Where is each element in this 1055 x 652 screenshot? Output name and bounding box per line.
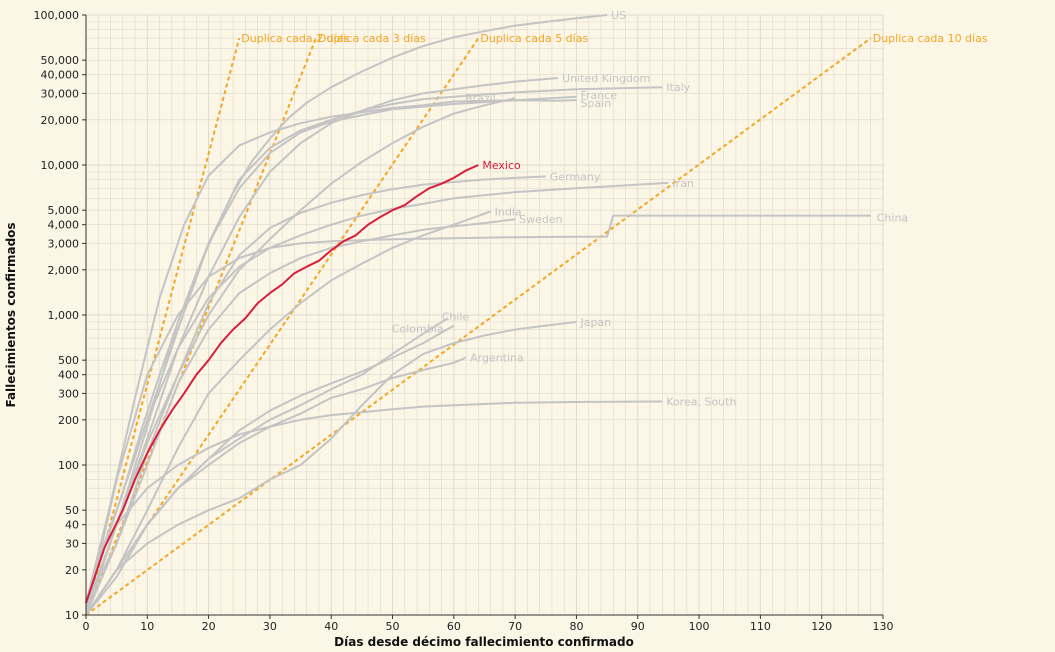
series-label-sweden: Sweden [519,213,562,226]
y-tick-label: 300 [58,387,79,400]
series-label-colombia: Colombia [392,323,444,336]
series-label-iran: Iran [672,177,694,190]
series-label-spain: Spain [580,97,611,110]
y-tick-label: 50,000 [41,54,80,67]
x-axis-title: Días desde décimo fallecimiento confirma… [334,635,634,649]
x-tick-label: 0 [83,620,90,633]
series-label-japan: Japan [579,316,611,329]
reference-lines [85,37,872,616]
y-tick-label: 5,000 [48,204,80,217]
x-tick-label: 70 [508,620,522,633]
axes: 0 10 20 30 40 50 60 70 80 90 100 110 120 130 10 20 30 40 5… [34,9,894,633]
y-tick-label: 40,000 [41,69,80,82]
series-line-brazil [85,97,516,610]
x-tick-label: 90 [631,620,645,633]
reference-line-3-days [85,37,317,616]
series-line-sweden [85,218,516,616]
y-tick-label: 20 [65,564,79,577]
reference-line-10-days [85,37,872,616]
y-tick-label: 30,000 [41,87,80,100]
grid [85,14,884,616]
series-label-france: France [580,89,617,102]
y-tick-label: 200 [58,414,79,427]
x-tick-label: 80 [569,620,583,633]
reference-label-10-days: Duplica cada 10 días [873,32,988,45]
reference-line-5-days [85,37,480,616]
y-tick-label: 40 [65,519,79,532]
x-tick-label: 30 [263,620,277,633]
y-tick-label: 10,000 [41,159,80,172]
series-label-germany: Germany [550,170,601,183]
x-tick-label: 60 [447,620,461,633]
series-line-france [85,95,577,610]
series-line-germany [85,175,546,604]
x-tick-label: 50 [386,620,400,633]
y-tick-label: 100 [58,459,79,472]
y-axis-title: Fallecimientos confirmados [4,222,18,407]
y-tick-label: 100,000 [34,9,80,22]
series-label-india: India [495,205,522,218]
x-tick-label: 100 [689,620,710,633]
series-lines [85,14,871,616]
series-label-italy: Italy [666,81,690,94]
y-tick-label: 4,000 [48,219,80,232]
series-line-argentina [85,356,467,616]
y-tick-label: 30 [65,537,79,550]
series-line-japan [85,320,577,616]
y-tick-label: 1,000 [48,309,80,322]
series-label-brazil: Brazil [465,92,496,105]
y-tick-label: 50 [65,504,79,517]
series-line-korea-south [85,400,663,616]
series-label-argentina: Argentina [470,352,524,365]
x-tick-label: 10 [140,620,154,633]
series-label-chile: Chile [442,310,470,323]
series-label-united-kingdom: United Kingdom [562,72,650,85]
reference-label-3-days: Duplica cada 3 días [318,32,426,45]
y-tick-label: 20,000 [41,114,80,127]
series-line-china [85,214,871,616]
series-line-mexico [85,164,479,604]
series-line-united-kingdom [85,77,559,610]
series-line-iran [85,181,669,604]
y-tick-label: 10 [65,609,79,622]
y-tick-label: 400 [58,369,79,382]
reference-label-5-days: Duplica cada 5 días [480,32,588,45]
y-tick-label: 2,000 [48,264,80,277]
series-label-korea-south: Korea, South [666,396,736,409]
series-label-mexico: Mexico [482,159,521,172]
reference-line-2-days [85,37,241,616]
x-tick-label: 40 [324,620,338,633]
highlight-series [85,164,479,604]
series-line-india [85,210,491,616]
reference-label-2-days: Duplica cada 2 días [241,32,349,45]
x-tick-label: 130 [873,620,894,633]
y-tick-label: 500 [58,354,79,367]
x-tick-label: 110 [750,620,771,633]
x-tick-label: 20 [202,620,216,633]
series-label-china: China [877,212,908,225]
y-tick-label: 3,000 [48,237,80,250]
series-label-us: US [611,9,626,22]
x-tick-label: 120 [811,620,832,633]
series-line-spain [85,99,577,604]
series-line-us [85,14,608,604]
